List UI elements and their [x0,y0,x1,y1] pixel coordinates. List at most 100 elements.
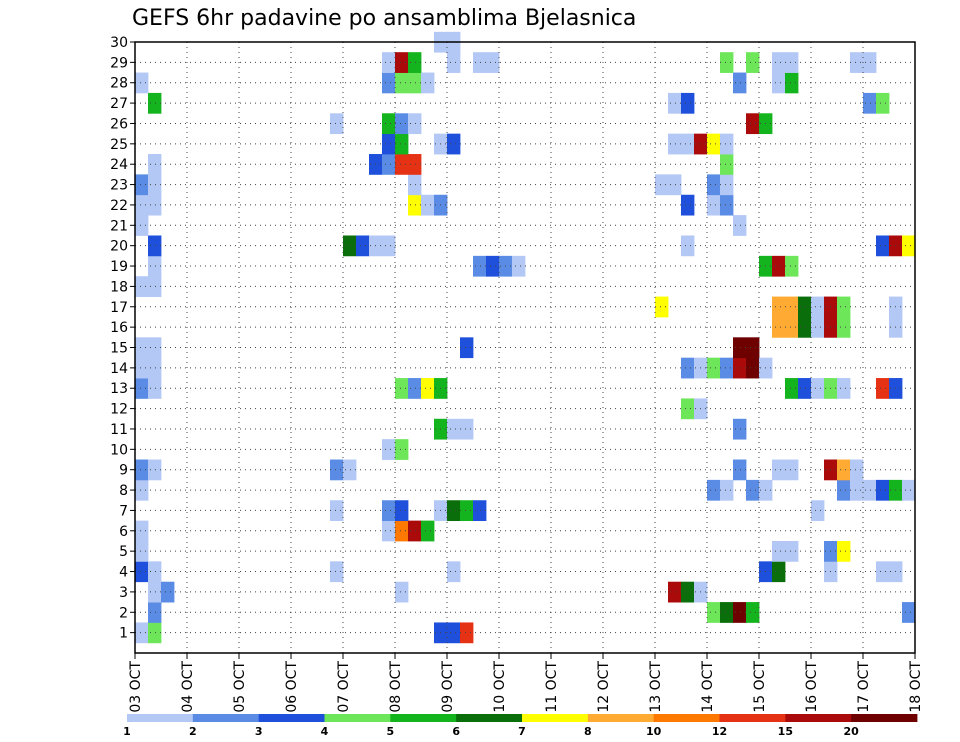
heatmap-cell [746,479,760,501]
heatmap-cell [720,154,734,175]
heatmap-cell [447,561,461,583]
heatmap-cell [811,296,825,318]
y-tick-label: 7 [119,503,128,519]
heatmap-cell [161,581,175,603]
heatmap-cell [447,622,461,644]
heatmap-cell [408,154,422,175]
heatmap-cell [382,113,396,135]
colorbar-swatch [587,714,655,722]
y-tick-label: 20 [110,239,128,255]
y-tick-label: 24 [110,157,128,173]
x-tick-label: 06 OCT [284,661,300,713]
heatmap-cell [148,357,162,379]
heatmap-cell [785,72,799,94]
heatmap-cell [798,378,812,399]
heatmap-cell [408,194,422,216]
heatmap-cell [668,581,682,603]
heatmap-cell [473,255,487,277]
y-tick-label: 25 [110,137,128,153]
heatmap-cell [512,255,526,277]
heatmap-cell [785,316,799,338]
heatmap-cell [395,378,409,399]
heatmap-cell [148,92,162,114]
heatmap-cell [421,72,435,94]
x-tick-label: 17 OCT [856,661,872,713]
colorbar: 1 2 3 4 5 6 7 8 10 12 15 20 [123,714,918,738]
heatmap-cell [135,520,149,542]
heatmap-cell [148,622,162,644]
heatmap-cell [720,133,734,155]
heatmap-cell [395,439,409,460]
heatmap-cell [876,235,890,257]
x-tick-label: 18 OCT [908,661,924,713]
y-tick-label: 9 [119,463,128,479]
heatmap-cell [382,72,396,94]
heatmap-cell [733,602,747,623]
heatmap-cell [785,52,799,73]
heatmap-cell [135,276,149,297]
x-tick-label: 05 OCT [232,661,248,713]
x-tick-label: 10 OCT [492,661,508,713]
heatmap-cell [668,133,682,155]
heatmap-cell [408,52,422,73]
x-tick-label: 15 OCT [752,661,768,713]
heatmap-cell [720,479,734,501]
heatmap-cell [720,602,734,623]
colorbar-swatch [522,714,589,722]
heatmap-cell [850,52,864,73]
heatmap-cell [343,459,357,481]
heatmap-cell [655,296,669,318]
y-tick-label: 10 [110,442,128,458]
heatmap-cell [135,622,149,644]
heatmap-cell [863,479,877,501]
colorbar-label: 8 [584,725,592,738]
heatmap-cell [460,500,474,522]
heatmap-cell [707,133,721,155]
heatmap-cell [408,72,422,94]
x-tick-label: 13 OCT [648,661,664,713]
x-axis: 03 OCT 04 OCT 05 OCT 06 OCT 07 OCT 08 OCT 09 O… [128,653,924,713]
heatmap-cell [148,581,162,603]
heatmap-cell [460,418,474,440]
colorbar-label: 3 [255,725,263,738]
heatmap-cell [772,296,786,318]
heatmap-cell [668,92,682,114]
y-tick-label: 17 [110,300,128,316]
colorbar-label: 5 [387,725,395,738]
y-tick-label: 11 [110,422,128,438]
heatmap-cell [707,479,721,501]
heatmap-cell [473,500,487,522]
heatmap-cell [382,520,396,542]
heatmap-cell [681,194,695,216]
heatmap-cell [876,561,890,583]
heatmap-cell [681,357,695,379]
heatmap-cell [837,316,851,338]
x-tick-label: 04 OCT [180,661,196,713]
y-tick-label: 28 [110,76,128,92]
heatmap-cell [135,378,149,399]
heatmap-cell [330,500,344,522]
colorbar-swatch [127,714,194,722]
heatmap-cell [135,479,149,501]
heatmap-cell [785,378,799,399]
heatmap-cell [330,561,344,583]
heatmap-cell [876,92,890,114]
heatmap-cell [837,378,851,399]
colorbar-label: 10 [646,725,662,738]
y-tick-label: 19 [110,259,128,275]
heatmap-cell [148,337,162,359]
heatmap-cell [330,113,344,135]
heatmap-cell [135,72,149,94]
heatmap-cell [473,52,487,73]
heatmap-cell [343,235,357,257]
heatmap-cell [447,418,461,440]
heatmap-cell [746,337,760,359]
heatmap-cell [863,92,877,114]
heatmap-cell [135,337,149,359]
heatmap-cell [356,235,370,257]
heatmap-cell [148,174,162,196]
heatmap-cell [447,52,461,73]
heatmap-cell [876,378,890,399]
y-tick-label: 18 [110,279,128,295]
heatmap-cell [772,316,786,338]
